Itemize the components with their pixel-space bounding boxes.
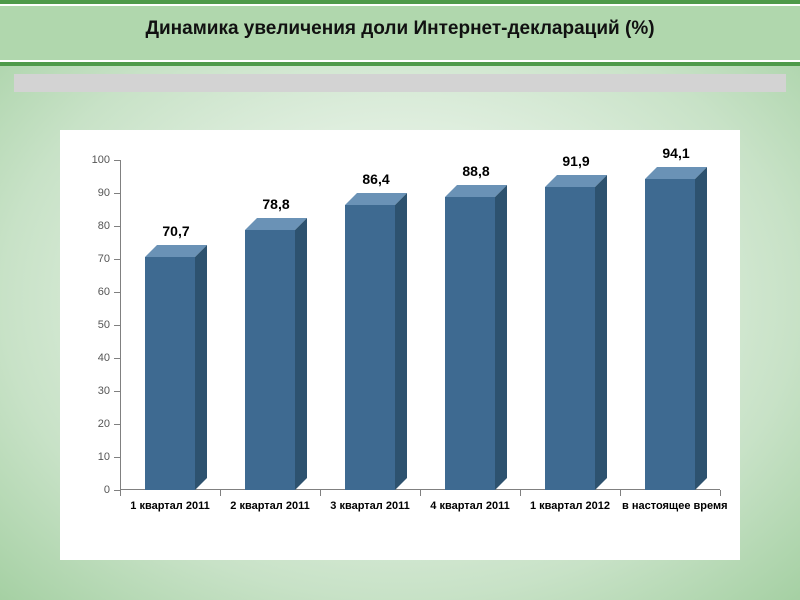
bar-side	[495, 185, 507, 490]
bar-front	[445, 197, 495, 490]
x-category-label: 4 квартал 2011	[422, 490, 518, 512]
bar	[645, 179, 695, 490]
gray-band	[14, 74, 786, 92]
y-tick-label: 50	[98, 319, 120, 331]
title-band: Динамика увеличения доли Интернет-деклар…	[0, 0, 800, 66]
y-tick-label: 100	[92, 154, 120, 166]
y-axis	[120, 160, 121, 490]
bar-value-label: 86,4	[362, 171, 389, 187]
bar	[445, 197, 495, 490]
bar-front	[145, 257, 195, 490]
bar	[145, 257, 195, 490]
x-tick	[120, 490, 121, 496]
bar-side	[595, 175, 607, 490]
x-category-label: в настоящее время	[622, 490, 718, 512]
bar-side	[695, 167, 707, 490]
y-tick-label: 30	[98, 385, 120, 397]
x-tick	[720, 490, 721, 496]
y-tick-label: 80	[98, 220, 120, 232]
x-tick	[620, 490, 621, 496]
slide-title: Динамика увеличения доли Интернет-деклар…	[0, 0, 800, 40]
y-tick-label: 70	[98, 253, 120, 265]
x-category-label: 1 квартал 2011	[122, 490, 218, 512]
x-category-label: 1 квартал 2012	[522, 490, 618, 512]
y-tick-label: 0	[104, 484, 120, 496]
bar-value-label: 94,1	[662, 145, 689, 161]
bar-value-label: 78,8	[262, 196, 289, 212]
bar	[345, 205, 395, 490]
x-tick	[520, 490, 521, 496]
y-tick-label: 60	[98, 286, 120, 298]
x-tick	[220, 490, 221, 496]
bar-front	[245, 230, 295, 490]
y-tick-label: 10	[98, 451, 120, 463]
bar	[245, 230, 295, 490]
bar-side	[195, 245, 207, 490]
y-tick-label: 40	[98, 352, 120, 364]
bar-side	[295, 218, 307, 490]
slide: 9 Динамика увеличения доли Интернет-декл…	[0, 0, 800, 600]
bar-value-label: 91,9	[562, 153, 589, 169]
bar-value-label: 70,7	[162, 223, 189, 239]
x-tick	[320, 490, 321, 496]
y-tick-label: 90	[98, 187, 120, 199]
bar-front	[645, 179, 695, 490]
chart-container: 0 10 20 30 40 50 60 70 80 90 100 70,7 1 квартал 2011…	[60, 130, 740, 560]
x-category-label: 2 квартал 2011	[222, 490, 318, 512]
chart-plot-area: 010203040506070809010070,71 квартал 2011…	[120, 160, 720, 490]
bar-value-label: 88,8	[462, 163, 489, 179]
bar-front	[345, 205, 395, 490]
bar-side	[395, 193, 407, 490]
x-category-label: 3 квартал 2011	[322, 490, 418, 512]
bar	[545, 187, 595, 490]
y-tick-label: 20	[98, 418, 120, 430]
x-tick	[420, 490, 421, 496]
bar-front	[545, 187, 595, 490]
